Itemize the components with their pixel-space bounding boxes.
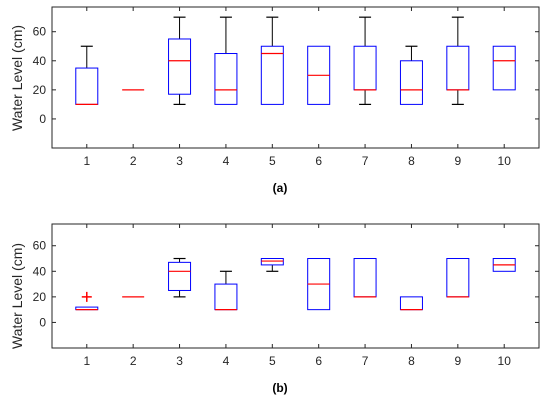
panel-b-x-tick-label: 8 xyxy=(408,354,415,368)
panel-b-box-4 xyxy=(214,270,238,311)
panel-a: Water Level (cm) (a) 0 20 40 60 1 2 3 4 5 6 7 8 9 10 xyxy=(9,6,540,195)
panel-a-y-tick-label: 60 xyxy=(33,25,47,39)
panel-a-x-tick-label: 8 xyxy=(408,154,415,168)
panel-a-y-axis-label: Water Level (cm) xyxy=(9,25,25,131)
panel-a-plot-frame xyxy=(51,6,540,149)
panel-b-x-tick-label: 3 xyxy=(176,354,183,368)
panel-a-box-3 xyxy=(168,16,192,105)
panel-b-box-6 xyxy=(307,258,331,311)
panel-a-x-tick-label: 3 xyxy=(176,154,183,168)
panel-a-x-tick-label: 9 xyxy=(454,154,461,168)
panel-b-y-tick-label: 40 xyxy=(33,264,47,278)
panel-a-x-tick-label: 10 xyxy=(498,154,512,168)
panel-a-box-6 xyxy=(307,45,331,105)
panel-a-box-5 xyxy=(260,16,284,105)
panel-a-x-tick-label: 1 xyxy=(83,154,90,168)
panel-b-box-10 xyxy=(492,258,516,272)
panel-a-x-tick-label: 4 xyxy=(223,154,230,168)
panel-b-x-tick-label: 4 xyxy=(223,354,230,368)
iqr-box xyxy=(492,45,516,91)
panel-b-x-tick-label: 6 xyxy=(315,354,322,368)
panel-a-box-10 xyxy=(492,45,516,91)
panel-a-box-9 xyxy=(446,16,470,105)
iqr-box xyxy=(260,258,284,266)
panel-b-x-tick-label: 1 xyxy=(83,354,90,368)
panel-b-box-3 xyxy=(168,257,192,298)
panel-a-caption: (a) xyxy=(273,181,288,195)
panel-b-x-tick-label: 7 xyxy=(362,354,369,368)
panel-b-x-tick-label: 2 xyxy=(130,354,137,368)
panel-a-box-8 xyxy=(399,45,423,105)
panel-b-box-9 xyxy=(446,258,470,298)
panel-a-y-tick-label: 40 xyxy=(33,54,47,68)
iqr-box xyxy=(214,53,238,105)
panel-b-box-8 xyxy=(399,296,423,311)
iqr-box xyxy=(399,60,423,105)
panel-b-y-tick-label: 20 xyxy=(33,290,47,304)
iqr-box xyxy=(168,38,192,95)
panel-b-y-tick-label: 0 xyxy=(39,315,46,329)
panel-b-x-tick-label: 10 xyxy=(498,354,512,368)
panel-a-y-tick-label: 20 xyxy=(33,83,47,97)
iqr-box xyxy=(168,261,192,291)
panel-b-x-tick-label: 9 xyxy=(454,354,461,368)
panel-b-box-7 xyxy=(353,258,377,298)
panel-a-box-7 xyxy=(353,16,377,105)
panel-a-box-1 xyxy=(75,45,99,105)
panel-a-x-tick-label: 2 xyxy=(130,154,137,168)
panel-b-box-1 xyxy=(75,291,99,311)
outlier-marker xyxy=(81,291,92,302)
panel-a-x-tick-label: 7 xyxy=(362,154,369,168)
panel-a-box-4 xyxy=(214,16,238,105)
panel-a-x-tick-label: 6 xyxy=(315,154,322,168)
panel-a-y-tick-label: 0 xyxy=(39,112,46,126)
panel-b: Water Level (cm) (b) 0 20 40 60 1 2 3 4 5 6 7 8 9 10 xyxy=(9,223,540,395)
panel-b-box-5 xyxy=(260,258,284,272)
panel-b-caption: (b) xyxy=(272,381,287,395)
panel-b-y-axis-label: Water Level (cm) xyxy=(9,243,25,349)
panel-b-y-tick-label: 60 xyxy=(33,239,47,253)
panel-a-x-tick-label: 5 xyxy=(269,154,276,168)
iqr-box xyxy=(260,45,284,105)
panel-b-x-tick-label: 5 xyxy=(269,354,276,368)
panel-b-plot-frame xyxy=(51,223,540,349)
